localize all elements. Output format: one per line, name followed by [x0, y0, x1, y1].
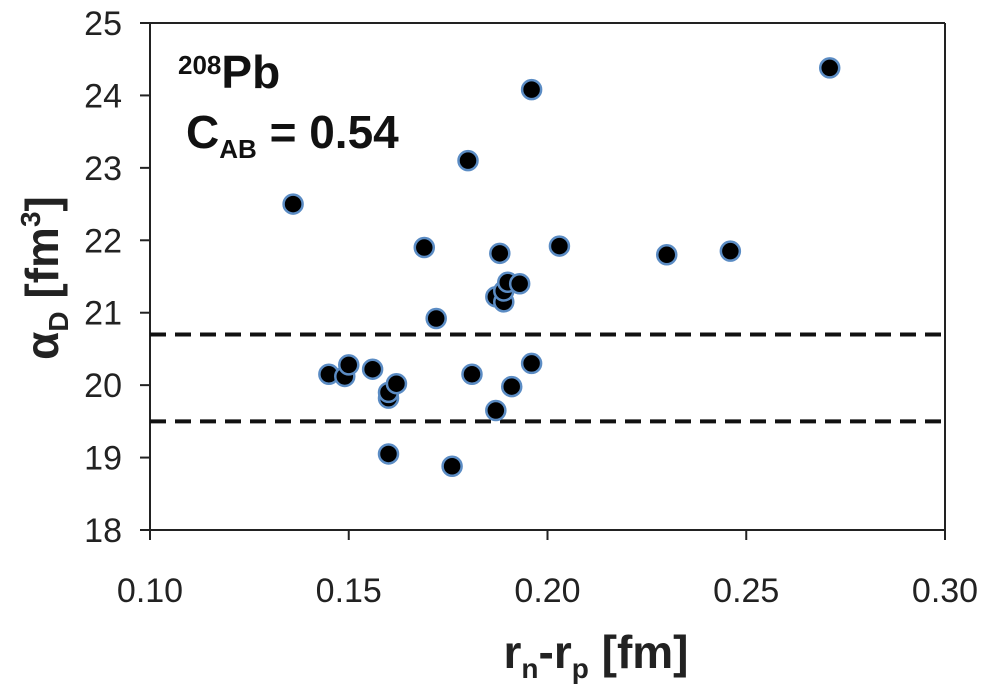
data-point [413, 236, 436, 259]
y-tick-label: 23 [84, 150, 122, 188]
x-tick-label: 0.10 [117, 572, 183, 610]
data-points [282, 57, 841, 478]
data-point [500, 375, 523, 398]
x-tick-label: 0.20 [514, 572, 580, 610]
x-title-unit: [fm] [589, 626, 689, 678]
y-ticks: 18 19 20 21 22 23 24 25 [84, 5, 150, 550]
reference-lines [150, 332, 945, 424]
x-title-sub-n: n [521, 653, 538, 684]
y-tick-label: 25 [84, 5, 122, 43]
data-point [425, 307, 447, 330]
data-point [548, 235, 571, 257]
y-axis-title: αD [fm3] [15, 196, 74, 360]
data-point [520, 78, 543, 101]
y-tick-label: 19 [84, 440, 122, 478]
y-tick-label: 20 [84, 367, 122, 405]
data-point [461, 363, 483, 386]
correlation-label: CAB = 0.54 [186, 106, 399, 164]
x-title-r2: r [554, 626, 572, 678]
correlation-subscript: AB [219, 134, 257, 164]
data-point [282, 193, 304, 215]
data-point [485, 399, 507, 422]
data-point [457, 149, 479, 172]
data-point [508, 272, 531, 295]
data-point [719, 240, 742, 262]
x-title-r: r [504, 626, 522, 678]
data-point [385, 372, 408, 395]
x-tick-label: 0.30 [912, 572, 978, 610]
nucleus-symbol: Pb [221, 46, 280, 98]
data-point [520, 352, 543, 375]
data-point [361, 358, 384, 380]
x-axis-title: rn-rp [fm] [504, 626, 689, 684]
data-point [441, 455, 463, 478]
y-title-alpha: α [16, 332, 68, 360]
plot-area: 0.10 0.15 0.20 0.25 0.30 18 19 20 21 22 23 24 25 [84, 5, 978, 610]
data-point [818, 57, 841, 79]
y-title-sub-d: D [43, 311, 74, 331]
data-point [656, 244, 678, 266]
x-tick-label: 0.25 [713, 572, 779, 610]
y-title-unit-close: ] [16, 196, 68, 211]
y-tick-label: 21 [84, 295, 122, 333]
data-point [377, 443, 400, 465]
data-point [489, 242, 511, 265]
x-ticks: 0.10 0.15 0.20 0.25 0.30 [117, 530, 978, 610]
nucleus-mass: 208 [178, 50, 221, 80]
y-title-unit-open: [fm [16, 227, 68, 311]
y-tick-label: 24 [84, 77, 122, 115]
y-tick-label: 22 [84, 222, 122, 260]
x-title-dash: - [539, 626, 554, 678]
y-title-sup: 3 [15, 211, 46, 227]
nucleus-label: 208Pb [178, 46, 280, 98]
data-point [338, 354, 360, 376]
x-tick-label: 0.15 [316, 572, 382, 610]
y-tick-label: 18 [84, 512, 122, 550]
correlation-symbol: C [186, 106, 219, 158]
correlation-value: = 0.54 [257, 106, 399, 158]
x-title-sub-p: p [572, 653, 589, 684]
